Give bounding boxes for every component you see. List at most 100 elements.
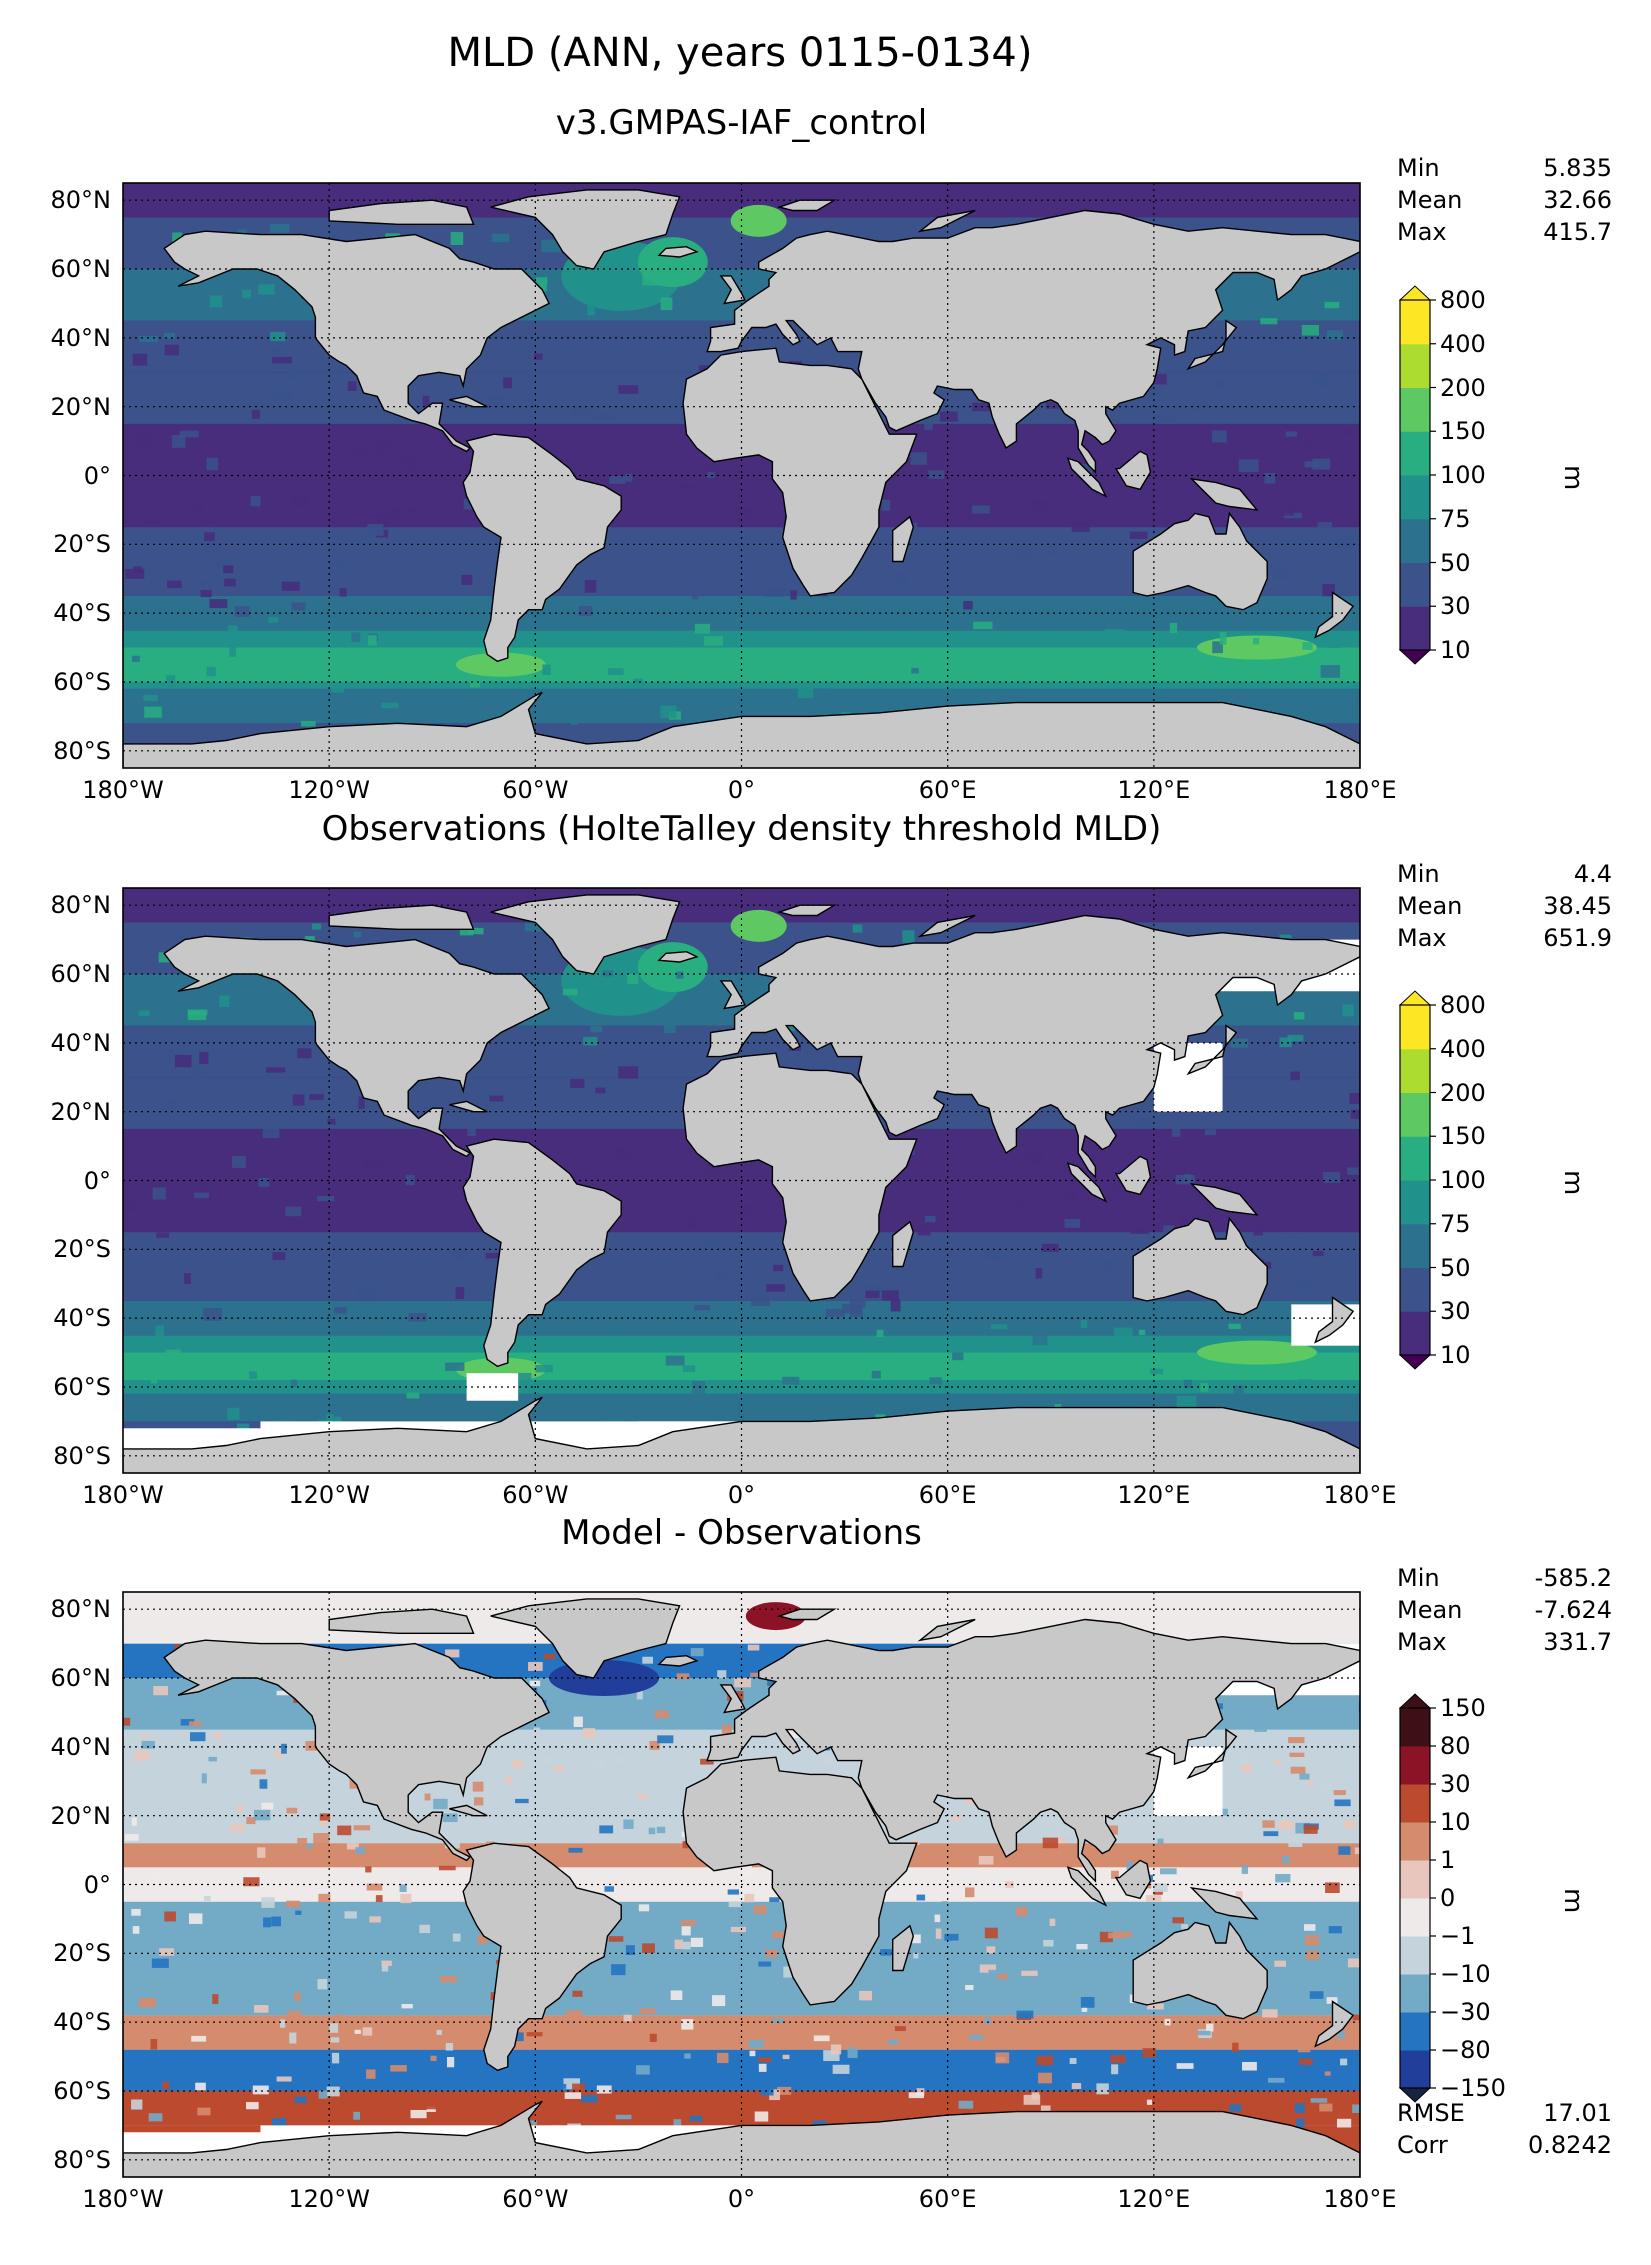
bias-cell [1116,1931,1132,1938]
mld-cell [1233,1385,1244,1399]
colorbar-segment [1400,387,1430,432]
lat-tick-label: 80°S [53,2145,111,2174]
mld-cell [274,390,292,401]
bias-cell [1042,1837,1059,1849]
bias-cell [1114,2002,1128,2008]
land-south-america [462,1138,622,1368]
bias-cell [625,1945,635,1956]
mld-cell [675,959,694,971]
bias-cell [648,1827,656,1835]
mld-cell [822,1063,837,1073]
bias-cell [813,2035,830,2042]
bias-cell [237,1805,244,1813]
bias-cell [908,2092,924,2099]
lon-tick-label: 60°E [918,1481,977,1509]
bias-cell [505,1776,513,1784]
stat-label: RMSE [1397,2099,1465,2127]
land-borneo [1114,1859,1152,1900]
bias-cell [1340,2058,1348,2066]
bias-cell [1298,2046,1311,2053]
mld-cell [698,365,709,371]
bias-cell [730,1926,747,1933]
bias-cell [287,2010,302,2020]
mld-cell [1286,1232,1298,1239]
mld-cell [605,1319,622,1332]
colorbar-tick-label: 10 [1440,636,1471,664]
bias-cell [639,2099,648,2104]
mld-cell [850,1306,862,1314]
mld-cell [503,377,512,389]
mld-cell [377,441,389,454]
mld-cell [145,618,163,626]
colorbar-segment [1400,518,1430,563]
mld-cell [604,623,621,629]
mld-cell [162,1100,176,1111]
land-japan [1186,1024,1238,1076]
bias-cell [716,2052,729,2064]
colorbar-segment [1400,343,1430,388]
colorbar [1398,990,1436,1370]
land-sumatra [1066,457,1108,498]
bias-cell [1303,1825,1318,1834]
mld-cell [1013,1201,1025,1209]
mld-cell [300,614,319,623]
mld-cell [1048,543,1057,555]
bias-cell [1080,1996,1095,2008]
mld-cell [223,565,234,574]
mld-cell [633,678,644,686]
bias-cell [717,1670,727,1679]
colorbar-tick-label: 1 [1440,1846,1456,1874]
land-sumatra [1066,1162,1108,1203]
mld-cell [1290,1071,1300,1081]
mld-cell [585,1173,598,1186]
bias-cell [261,1802,274,1810]
mld-cell [145,519,160,525]
bias-cell [452,1933,461,1942]
lon-tick-label: 120°E [1117,776,1191,804]
bias-cell [1043,1939,1054,1947]
lat-tick-label: 20°N [50,1097,112,1126]
mld-cell [125,568,145,579]
mld-cell [249,1371,258,1380]
mld-cell [595,1087,606,1094]
land-new-guinea [1189,1182,1259,1216]
figure-title: MLD (ANN, years 0115-0134) [447,30,1033,76]
bias-cell [271,1916,281,1927]
bias-cell [365,1866,372,1873]
land-north-america [163,935,551,1158]
colorbar-extend-max [1398,285,1432,301]
mld-cell [219,995,230,1008]
bias-cell [124,1834,139,1841]
bias-cell [294,2096,307,2104]
mld-cell [562,988,578,996]
bias-cell [171,1702,186,1709]
mld-cell [202,517,214,523]
bias-cell [760,2085,774,2096]
mld-cell [385,1327,400,1334]
bias-cell [712,1995,726,2007]
mld-cell [625,473,633,482]
bias-cell [132,1926,140,1934]
bias-cell [289,2032,297,2044]
bias-cell [446,2056,455,2068]
mld-cell [406,507,418,514]
colorbar-segment [1400,562,1430,607]
bias-cell [979,1964,997,1973]
land-madagascar [892,1924,915,1972]
mld-cell [180,649,188,656]
mld-cell [206,666,216,677]
mld-cell [156,1232,170,1238]
bias-cell [445,1841,460,1849]
bias-cell [399,1884,407,1893]
bias-cell [1005,1881,1014,1888]
mld-cell [972,505,990,514]
bias-cell [734,1677,752,1688]
bias-cell [965,1985,974,1990]
mld-cell [703,636,723,646]
colorbar-tick-label: −30 [1440,1998,1491,2026]
bias-cell [978,1855,994,1865]
bias-cell [636,1688,643,1700]
bias-cell [758,2063,767,2072]
bias-cell [690,1937,704,1947]
bias-cell [711,1705,726,1716]
